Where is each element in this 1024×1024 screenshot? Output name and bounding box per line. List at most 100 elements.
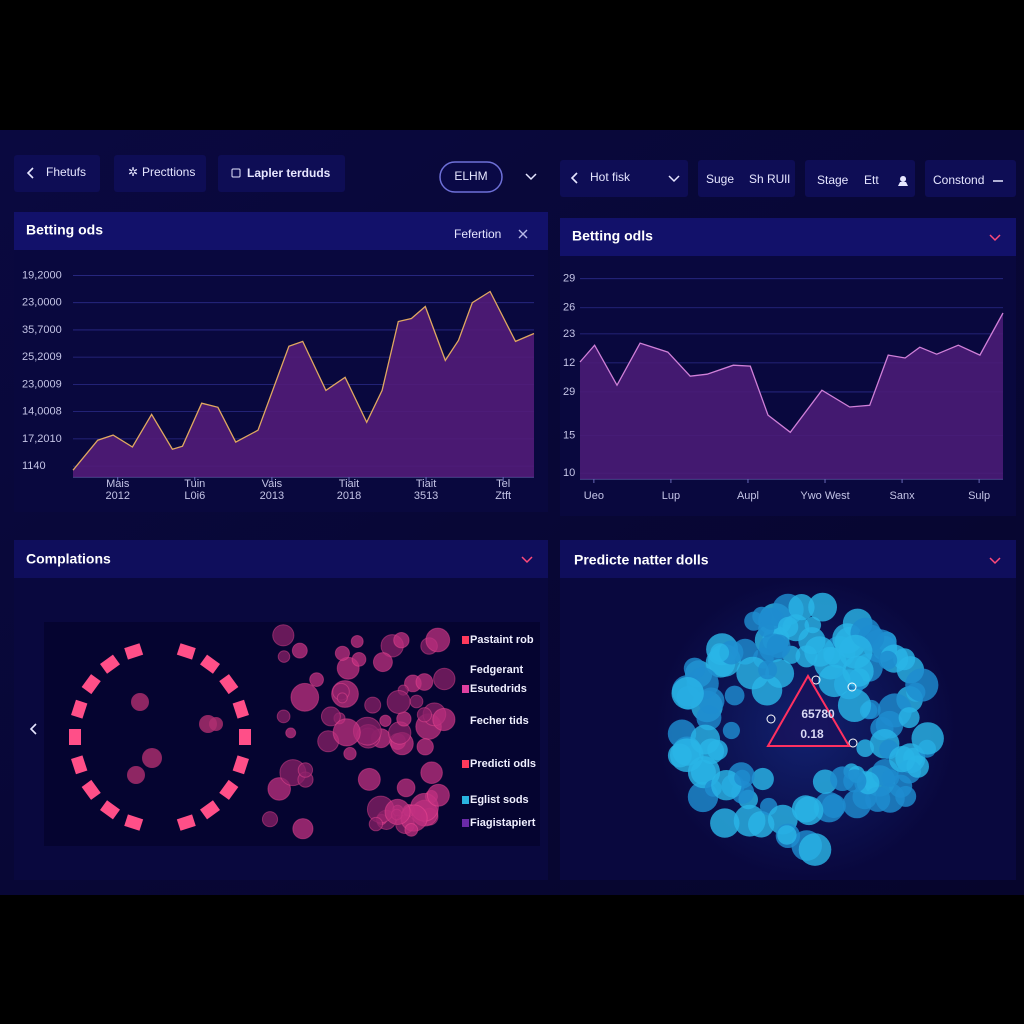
- legend-label: Fecher tids: [470, 715, 529, 727]
- x-tick-label: Tiait: [339, 478, 359, 490]
- legend-label: Pastaint rob: [470, 634, 534, 646]
- bubble: [290, 682, 320, 712]
- legend-label: Predicti odls: [470, 758, 536, 770]
- ring-segment: [176, 643, 196, 660]
- y-tick-label: 25,2009: [22, 351, 62, 363]
- panel-title: Complations: [26, 551, 111, 567]
- ring-segment: [200, 654, 220, 674]
- cluster-bubble: [911, 722, 944, 755]
- legend-swatch: [462, 760, 469, 768]
- x-tick-label: Tiait: [416, 478, 436, 490]
- y-tick-label: 29: [563, 273, 575, 285]
- panel-title: Predicte natter dolls: [574, 552, 709, 568]
- line: [579, 312, 1004, 434]
- bubble: [404, 823, 419, 837]
- bubble: [297, 762, 314, 778]
- nav-button[interactable]: [925, 160, 1016, 197]
- close-icon[interactable]: [518, 229, 528, 239]
- chevron[interactable]: [989, 234, 1001, 242]
- cluster-bubble: [881, 769, 900, 787]
- legend: Pastaint rob Fedgerant Esutedrids Fecher ti…: [462, 634, 536, 829]
- cluster-bubble: [724, 685, 745, 706]
- bubble: [334, 645, 350, 661]
- nav-label: Sh RUlI: [749, 172, 790, 186]
- decorations: [69, 592, 944, 866]
- nav-button[interactable]: [114, 155, 206, 192]
- nav-button[interactable]: [218, 155, 345, 192]
- x-tick-sublabel: 3513: [414, 490, 438, 502]
- cluster-bubble: [751, 767, 774, 791]
- prev-icon[interactable]: [29, 723, 37, 735]
- legend-swatch: [462, 636, 469, 644]
- cluster-bubble: [711, 770, 742, 801]
- cluster-bubble: [667, 743, 692, 768]
- bubble: [142, 748, 162, 768]
- bubble: [420, 761, 443, 785]
- y-tick-label: 17,2010: [22, 433, 62, 445]
- node-icon: [848, 738, 858, 748]
- ring-segment: [71, 699, 88, 719]
- cluster-bubble: [856, 739, 874, 757]
- dropdown[interactable]: [560, 160, 688, 197]
- chevron[interactable]: [989, 557, 1001, 565]
- dropdown-icon[interactable]: [525, 173, 537, 181]
- legend-label: Fedgerant: [470, 664, 524, 676]
- panel-title: Betting ods: [26, 222, 103, 238]
- cluster-bubble: [744, 611, 764, 631]
- ring-segment: [124, 643, 144, 660]
- nav-button[interactable]: [805, 160, 915, 197]
- center-subvalue: 0.18: [800, 727, 824, 741]
- bubble: [379, 714, 392, 727]
- filter-label[interactable]: Fefertion: [454, 227, 501, 241]
- cluster-bubble: [837, 688, 872, 723]
- nav-label: Suge: [706, 172, 734, 186]
- panel-header: [560, 540, 1016, 578]
- x-tick-label: Ueo: [584, 490, 604, 502]
- chevron[interactable]: [521, 556, 533, 564]
- ring-segment: [232, 699, 249, 719]
- cluster-bubble: [821, 794, 846, 819]
- y-tick-label: 10: [563, 467, 575, 479]
- bubble: [277, 650, 291, 663]
- nav-label: Fhetufs: [46, 165, 86, 179]
- bubble: [384, 798, 411, 826]
- ring-segment: [176, 814, 196, 831]
- legend-swatch: [462, 819, 469, 827]
- nav-button[interactable]: [14, 155, 100, 192]
- x-tick-label: Mais: [106, 478, 130, 490]
- legend-swatch: [462, 685, 469, 693]
- bubble: [209, 717, 223, 731]
- lock-icon: [231, 168, 241, 178]
- x-tick-label: Vais: [262, 478, 283, 490]
- x-tick-sublabel: L0i6: [184, 490, 205, 502]
- charts: 19,2000 23,0000 35,7000 25,2009 23,0009 14,00…: [22, 269, 1004, 502]
- x-tick-label: Tuin: [184, 478, 205, 490]
- bubble: [409, 694, 424, 709]
- panel-header: [14, 212, 548, 250]
- area: [580, 313, 1003, 479]
- x-tick-sublabel: 2012: [105, 490, 129, 502]
- center-value: 65780: [801, 707, 835, 721]
- ring-segment: [81, 674, 101, 695]
- nav-button[interactable]: [698, 160, 795, 197]
- bubble: [416, 738, 434, 756]
- badge[interactable]: [439, 161, 503, 193]
- cluster-bubble: [788, 594, 815, 621]
- cluster-bubble: [798, 627, 826, 655]
- cluster-bubble: [766, 634, 791, 659]
- back-icon: [26, 167, 34, 179]
- cluster-bubble: [842, 789, 872, 819]
- bubble: [131, 693, 149, 711]
- ring-segment: [200, 800, 220, 820]
- ring-segment: [71, 755, 88, 775]
- bubble: [351, 652, 367, 667]
- y-tick-label: 14,0008: [22, 406, 62, 418]
- bubble: [425, 627, 451, 653]
- cluster-bubble: [758, 660, 778, 680]
- cluster-bubble: [777, 825, 797, 845]
- legend-swatch: [462, 796, 469, 804]
- ring-segment: [100, 800, 120, 820]
- legend-label: Fiagistapiert: [470, 817, 536, 829]
- bubble: [372, 652, 393, 673]
